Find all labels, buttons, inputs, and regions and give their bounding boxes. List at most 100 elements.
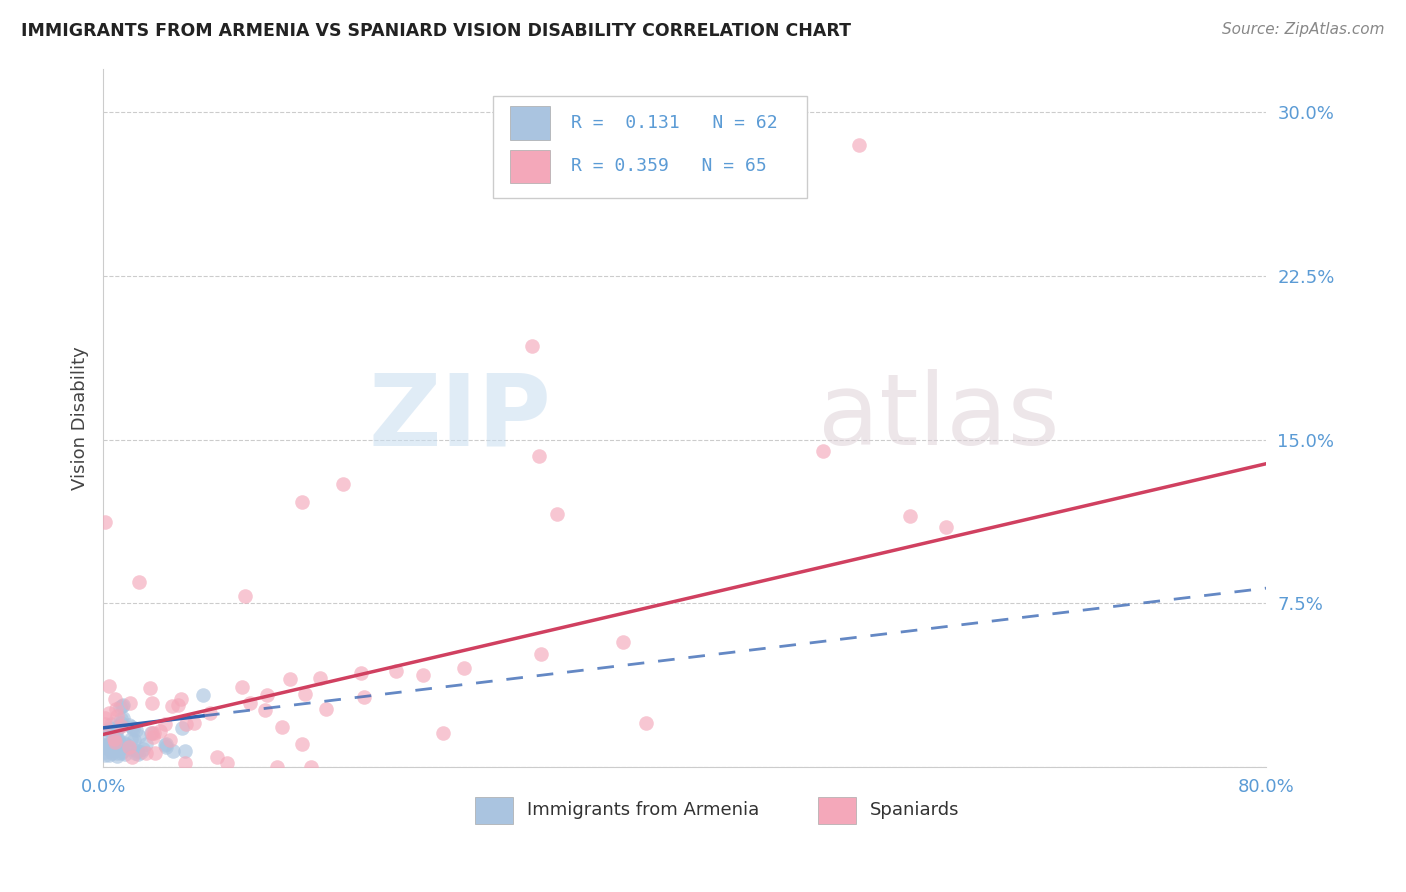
Point: [118, 739, 141, 754]
Point: [143, 726, 166, 740]
Point: [266, 759, 288, 773]
Text: Immigrants from Armenia: Immigrants from Armenia: [526, 802, 759, 820]
Point: [104, 726, 127, 740]
Point: [105, 747, 128, 761]
Point: [107, 735, 129, 749]
Point: [278, 672, 301, 686]
Bar: [510, 106, 550, 140]
Point: [111, 710, 134, 724]
Point: [108, 742, 131, 756]
Bar: [475, 797, 513, 824]
Point: [271, 720, 294, 734]
Point: [121, 720, 143, 734]
Point: [94, 731, 117, 745]
Point: [103, 731, 125, 746]
Point: [94, 748, 117, 763]
Point: [120, 732, 142, 747]
Point: [291, 494, 314, 508]
Point: [97, 706, 120, 721]
Text: Spaniards: Spaniards: [870, 802, 959, 820]
Point: [530, 648, 553, 662]
Point: [121, 749, 143, 764]
Point: [110, 715, 132, 730]
Point: [160, 698, 183, 713]
Point: [155, 737, 177, 751]
Point: [108, 699, 131, 714]
Point: [104, 721, 127, 735]
Bar: [510, 150, 550, 183]
Point: [350, 666, 373, 681]
Point: [115, 738, 138, 752]
Point: [205, 749, 228, 764]
Point: [93, 745, 115, 759]
Point: [143, 747, 166, 761]
Point: [141, 725, 163, 739]
Point: [135, 746, 157, 760]
Point: [103, 739, 125, 754]
Point: [101, 747, 124, 761]
Point: [108, 719, 131, 733]
Point: [125, 743, 148, 757]
Point: [101, 730, 124, 744]
Point: [98, 679, 121, 693]
Point: [217, 756, 239, 771]
Point: [432, 726, 454, 740]
Point: [128, 747, 150, 762]
Point: [108, 738, 131, 752]
Point: [294, 687, 316, 701]
Text: IMMIGRANTS FROM ARMENIA VS SPANIARD VISION DISABILITY CORRELATION CHART: IMMIGRANTS FROM ARMENIA VS SPANIARD VISI…: [21, 22, 851, 40]
Point: [173, 743, 195, 757]
Point: [122, 742, 145, 756]
Point: [155, 739, 177, 754]
Point: [848, 137, 870, 152]
Point: [96, 723, 118, 737]
Point: [191, 688, 214, 702]
Text: R =  0.131   N = 62: R = 0.131 N = 62: [571, 114, 778, 132]
Point: [353, 690, 375, 704]
FancyBboxPatch shape: [492, 96, 807, 198]
Point: [98, 742, 121, 756]
Point: [176, 717, 198, 731]
Text: R = 0.359   N = 65: R = 0.359 N = 65: [571, 157, 766, 176]
Point: [100, 716, 122, 731]
Point: [93, 711, 115, 725]
Point: [291, 738, 314, 752]
Point: [299, 760, 322, 774]
Point: [239, 696, 262, 710]
Point: [120, 696, 142, 710]
Point: [315, 702, 337, 716]
Point: [128, 574, 150, 589]
Point: [141, 696, 163, 710]
Point: [546, 507, 568, 521]
Point: [149, 724, 172, 739]
Y-axis label: Vision Disability: Vision Disability: [72, 346, 89, 490]
Point: [135, 737, 157, 751]
Point: [112, 736, 135, 750]
Point: [520, 339, 543, 353]
Point: [111, 698, 134, 713]
Point: [935, 520, 957, 534]
Point: [105, 709, 128, 723]
Point: [104, 691, 127, 706]
Point: [114, 747, 136, 762]
Point: [94, 716, 117, 731]
Point: [122, 722, 145, 736]
Point: [332, 476, 354, 491]
Point: [170, 721, 193, 735]
Text: ZIP: ZIP: [368, 369, 551, 467]
Point: [139, 681, 162, 696]
Text: atlas: atlas: [818, 369, 1060, 467]
Point: [100, 741, 122, 756]
Point: [162, 744, 184, 758]
Point: [104, 743, 127, 757]
Point: [142, 730, 165, 744]
Point: [412, 668, 434, 682]
Point: [139, 725, 162, 739]
Point: [636, 716, 658, 731]
Point: [231, 680, 253, 694]
Point: [153, 738, 176, 752]
Point: [256, 688, 278, 702]
Point: [110, 719, 132, 733]
Point: [98, 748, 121, 763]
Point: [159, 732, 181, 747]
